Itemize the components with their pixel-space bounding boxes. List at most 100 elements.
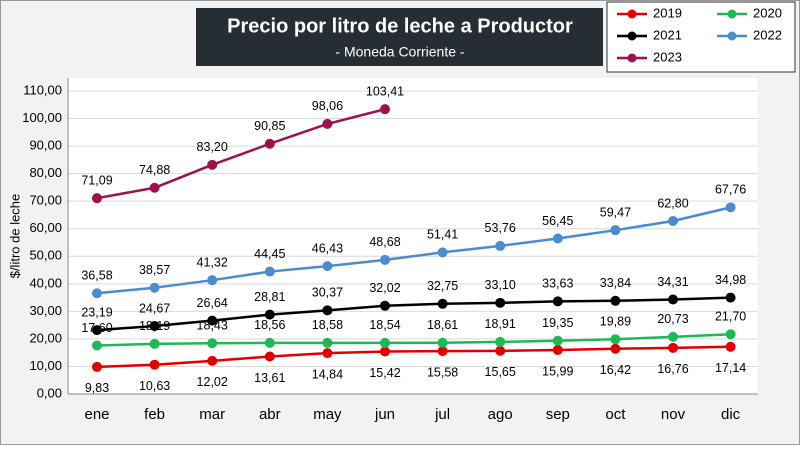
data-label: 19,89: [600, 315, 631, 329]
data-label: 103,41: [366, 84, 404, 98]
data-label: 17,14: [715, 361, 746, 375]
chart-subtitle: - Moneda Corriente -: [335, 44, 465, 60]
data-label: 30,37: [312, 286, 343, 300]
data-label: 34,98: [715, 273, 746, 287]
data-label: 33,10: [485, 278, 516, 292]
marker: [92, 340, 102, 351]
data-label: 18,54: [369, 318, 400, 332]
marker: [207, 355, 218, 366]
marker: [668, 342, 678, 353]
y-tick-label: 30,00: [29, 303, 62, 318]
marker: [437, 346, 448, 357]
series-line: [96, 107, 386, 200]
data-label: 20,73: [657, 312, 688, 326]
data-label: 15,58: [427, 365, 458, 379]
marker: [437, 337, 448, 348]
marker: [264, 309, 275, 320]
data-label: 83,20: [197, 140, 228, 154]
marker: [668, 331, 678, 342]
marker: [264, 138, 275, 149]
x-tick-label: feb: [144, 406, 165, 423]
chart-title: Precio por litro de leche a Productor: [227, 15, 573, 37]
data-label: 15,99: [542, 364, 573, 378]
marker: [610, 225, 621, 236]
marker: [322, 348, 333, 359]
marker: [149, 338, 160, 349]
data-label: 18,61: [427, 318, 458, 332]
marker: [149, 321, 160, 332]
marker: [380, 300, 390, 311]
marker: [380, 254, 390, 265]
marker: [495, 240, 506, 251]
data-label: 23,19: [81, 305, 112, 319]
marker: [552, 344, 563, 355]
marker: [322, 261, 333, 272]
data-label: 13,61: [254, 371, 285, 385]
data-label: 16,76: [657, 362, 688, 376]
data-label: 10,63: [139, 379, 170, 393]
x-tick-label: dic: [721, 406, 741, 423]
y-tick-label: 80,00: [29, 165, 62, 180]
data-label: 14,84: [312, 367, 343, 381]
y-tick-label: 50,00: [29, 248, 62, 263]
marker: [92, 288, 102, 299]
marker: [668, 216, 678, 227]
marker: [610, 334, 621, 345]
marker: [610, 343, 621, 354]
y-tick-label: 0,00: [37, 385, 62, 400]
marker: [380, 346, 390, 357]
marker: [322, 305, 333, 316]
marker: [380, 104, 390, 115]
series-line: [96, 206, 731, 295]
marker: [668, 294, 678, 305]
data-label: 46,43: [312, 241, 343, 255]
data-label: 18,56: [254, 318, 285, 332]
data-label: 33,63: [542, 277, 573, 291]
data-label: 15,65: [485, 365, 516, 379]
data-label: 59,47: [600, 205, 631, 219]
data-label: 33,84: [600, 276, 631, 290]
data-label: 32,02: [369, 281, 400, 295]
y-tick-label: 10,00: [29, 358, 62, 373]
marker: [264, 351, 275, 362]
y-tick-label: 20,00: [29, 330, 62, 345]
y-tick-label: 40,00: [29, 275, 62, 290]
data-label: 32,75: [427, 279, 458, 293]
x-tick-label: jun: [374, 406, 395, 423]
marker: [149, 359, 160, 370]
x-tick-label: sep: [546, 406, 570, 423]
x-tick-label: oct: [605, 406, 626, 423]
legend-label: 2020: [753, 5, 782, 20]
legend-marker: [627, 53, 637, 63]
plot-area: [68, 78, 758, 394]
marker: [207, 338, 218, 349]
marker: [207, 315, 218, 326]
series-line: [96, 296, 731, 332]
data-label: 34,31: [657, 275, 688, 289]
y-tick-label: 100,00: [22, 110, 62, 125]
marker: [725, 202, 736, 213]
marker: [725, 292, 736, 303]
marker: [149, 182, 160, 193]
marker: [437, 298, 448, 309]
legend-marker: [627, 31, 637, 41]
data-label: 41,32: [197, 255, 228, 269]
x-tick-label: jul: [434, 406, 450, 423]
marker: [207, 275, 218, 286]
y-axis-label: $/litro de leche: [7, 194, 22, 279]
marker: [495, 297, 506, 308]
marker: [552, 233, 563, 244]
marker: [437, 247, 448, 258]
marker: [92, 325, 102, 336]
marker: [264, 266, 275, 277]
title-box: [196, 8, 603, 66]
data-label: 16,42: [600, 363, 631, 377]
data-label: 71,09: [81, 173, 112, 187]
marker: [495, 345, 506, 356]
marker: [207, 159, 218, 170]
y-tick-label: 110,00: [23, 82, 62, 97]
x-tick-label: mar: [199, 406, 225, 423]
data-label: 9,83: [85, 381, 109, 395]
data-label: 15,42: [369, 366, 400, 380]
